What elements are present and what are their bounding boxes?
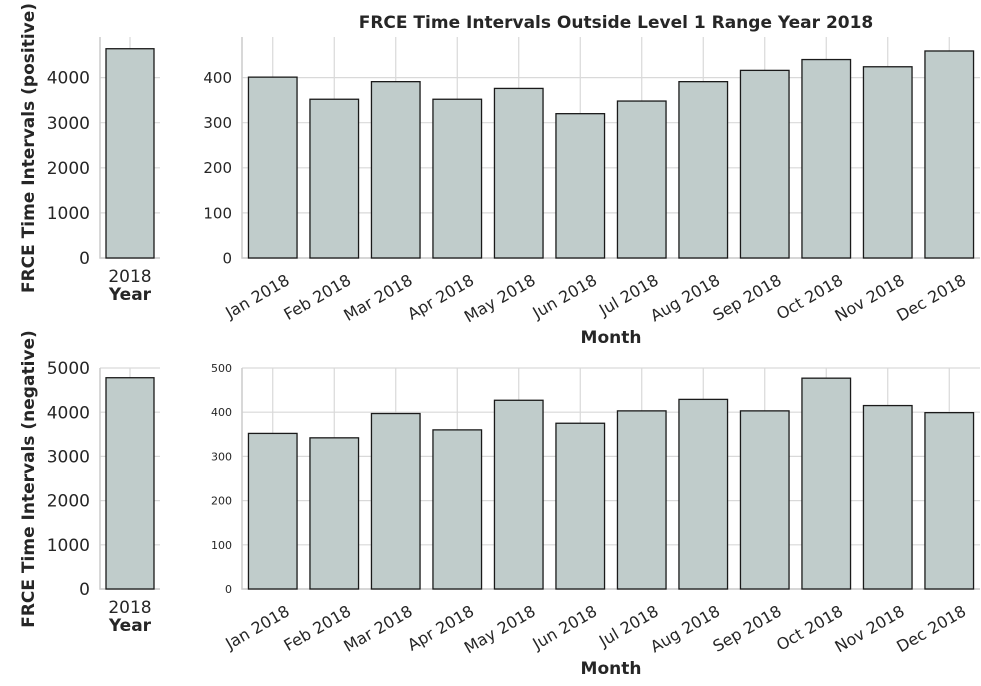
bar <box>309 437 360 590</box>
bar <box>370 412 421 590</box>
x-tick-label: Sep 2018 <box>709 270 784 324</box>
bar <box>739 69 790 259</box>
bar <box>862 66 913 259</box>
x-tick-label: May 2018 <box>461 601 539 657</box>
x-tick-label: Feb 2018 <box>281 270 355 324</box>
x-tick-label: Sep 2018 <box>709 601 784 655</box>
bar <box>105 377 155 590</box>
bar <box>105 48 155 259</box>
y-tick-label: 0 <box>79 249 90 269</box>
y-tick-label: 1000 <box>47 536 90 556</box>
y-tick-label: 5000 <box>47 359 90 379</box>
y-tick-label: 4000 <box>47 403 90 423</box>
y-tick-label: 2000 <box>47 492 90 512</box>
y-tick-label: 200 <box>211 495 232 508</box>
bar <box>924 411 975 590</box>
x-tick-label: Aug 2018 <box>647 601 723 656</box>
x-tick-label: Jun 2018 <box>529 270 601 322</box>
x-tick-label: Aug 2018 <box>647 270 723 325</box>
y-tick-label: 100 <box>211 539 232 552</box>
y-tick-label: 200 <box>203 159 232 177</box>
x-tick-label: Mar 2018 <box>340 601 415 655</box>
x-tick-label: Nov 2018 <box>832 601 908 656</box>
bar <box>309 98 360 259</box>
bar <box>862 404 913 590</box>
x-tick-label: May 2018 <box>461 270 539 326</box>
y-tick-label: 2000 <box>47 159 90 179</box>
bar <box>801 58 852 259</box>
y-tick-label: 300 <box>203 114 232 132</box>
bar <box>493 399 544 590</box>
axes-spine <box>241 37 980 259</box>
chart-title: FRCE Time Intervals Outside Level 1 Rang… <box>359 13 874 33</box>
y-tick-label: 0 <box>222 249 232 267</box>
bar <box>924 50 975 259</box>
x-tick-label: Nov 2018 <box>832 270 908 325</box>
y-tick-label: 0 <box>225 583 232 596</box>
bar <box>493 87 544 259</box>
axes-spine <box>241 368 980 590</box>
x-axis-label: Year <box>108 285 152 305</box>
x-tick-label: Dec 2018 <box>893 270 969 325</box>
x-axis-label: Year <box>108 616 152 636</box>
bar <box>247 432 298 590</box>
bar <box>739 410 790 590</box>
y-axis-label: FRCE Time Intervals (positive) <box>19 3 39 293</box>
x-tick-label: Jan 2018 <box>221 601 292 653</box>
y-tick-label: 100 <box>203 204 232 222</box>
x-axis-label: Month <box>581 659 642 679</box>
bar <box>555 113 606 259</box>
bar <box>678 398 729 590</box>
bar <box>432 429 483 590</box>
bar <box>616 100 667 259</box>
y-tick-label: 300 <box>211 450 232 463</box>
bar <box>555 422 606 590</box>
bar <box>370 81 421 259</box>
y-tick-label: 3000 <box>47 114 90 134</box>
bar <box>801 377 852 590</box>
y-axis-label: FRCE Time Intervals (negative) <box>19 330 39 628</box>
y-tick-label: 400 <box>211 406 232 419</box>
y-tick-label: 0 <box>79 580 90 600</box>
y-tick-label: 500 <box>211 362 232 375</box>
x-tick-label: Jun 2018 <box>529 601 601 653</box>
y-tick-label: 3000 <box>47 448 90 468</box>
bar <box>616 410 667 590</box>
y-tick-label: 400 <box>203 69 232 87</box>
y-tick-label: 4000 <box>47 69 90 89</box>
x-tick-label: Feb 2018 <box>281 601 355 655</box>
x-tick-label: 2018 <box>108 267 151 287</box>
x-tick-label: Dec 2018 <box>893 601 969 656</box>
bar <box>247 76 298 259</box>
x-axis-label: Month <box>581 328 642 348</box>
x-tick-label: Mar 2018 <box>340 270 415 324</box>
x-tick-label: Jan 2018 <box>221 270 292 322</box>
bar <box>678 81 729 259</box>
x-tick-label: 2018 <box>108 598 151 618</box>
y-tick-label: 1000 <box>47 204 90 224</box>
bar <box>432 98 483 259</box>
